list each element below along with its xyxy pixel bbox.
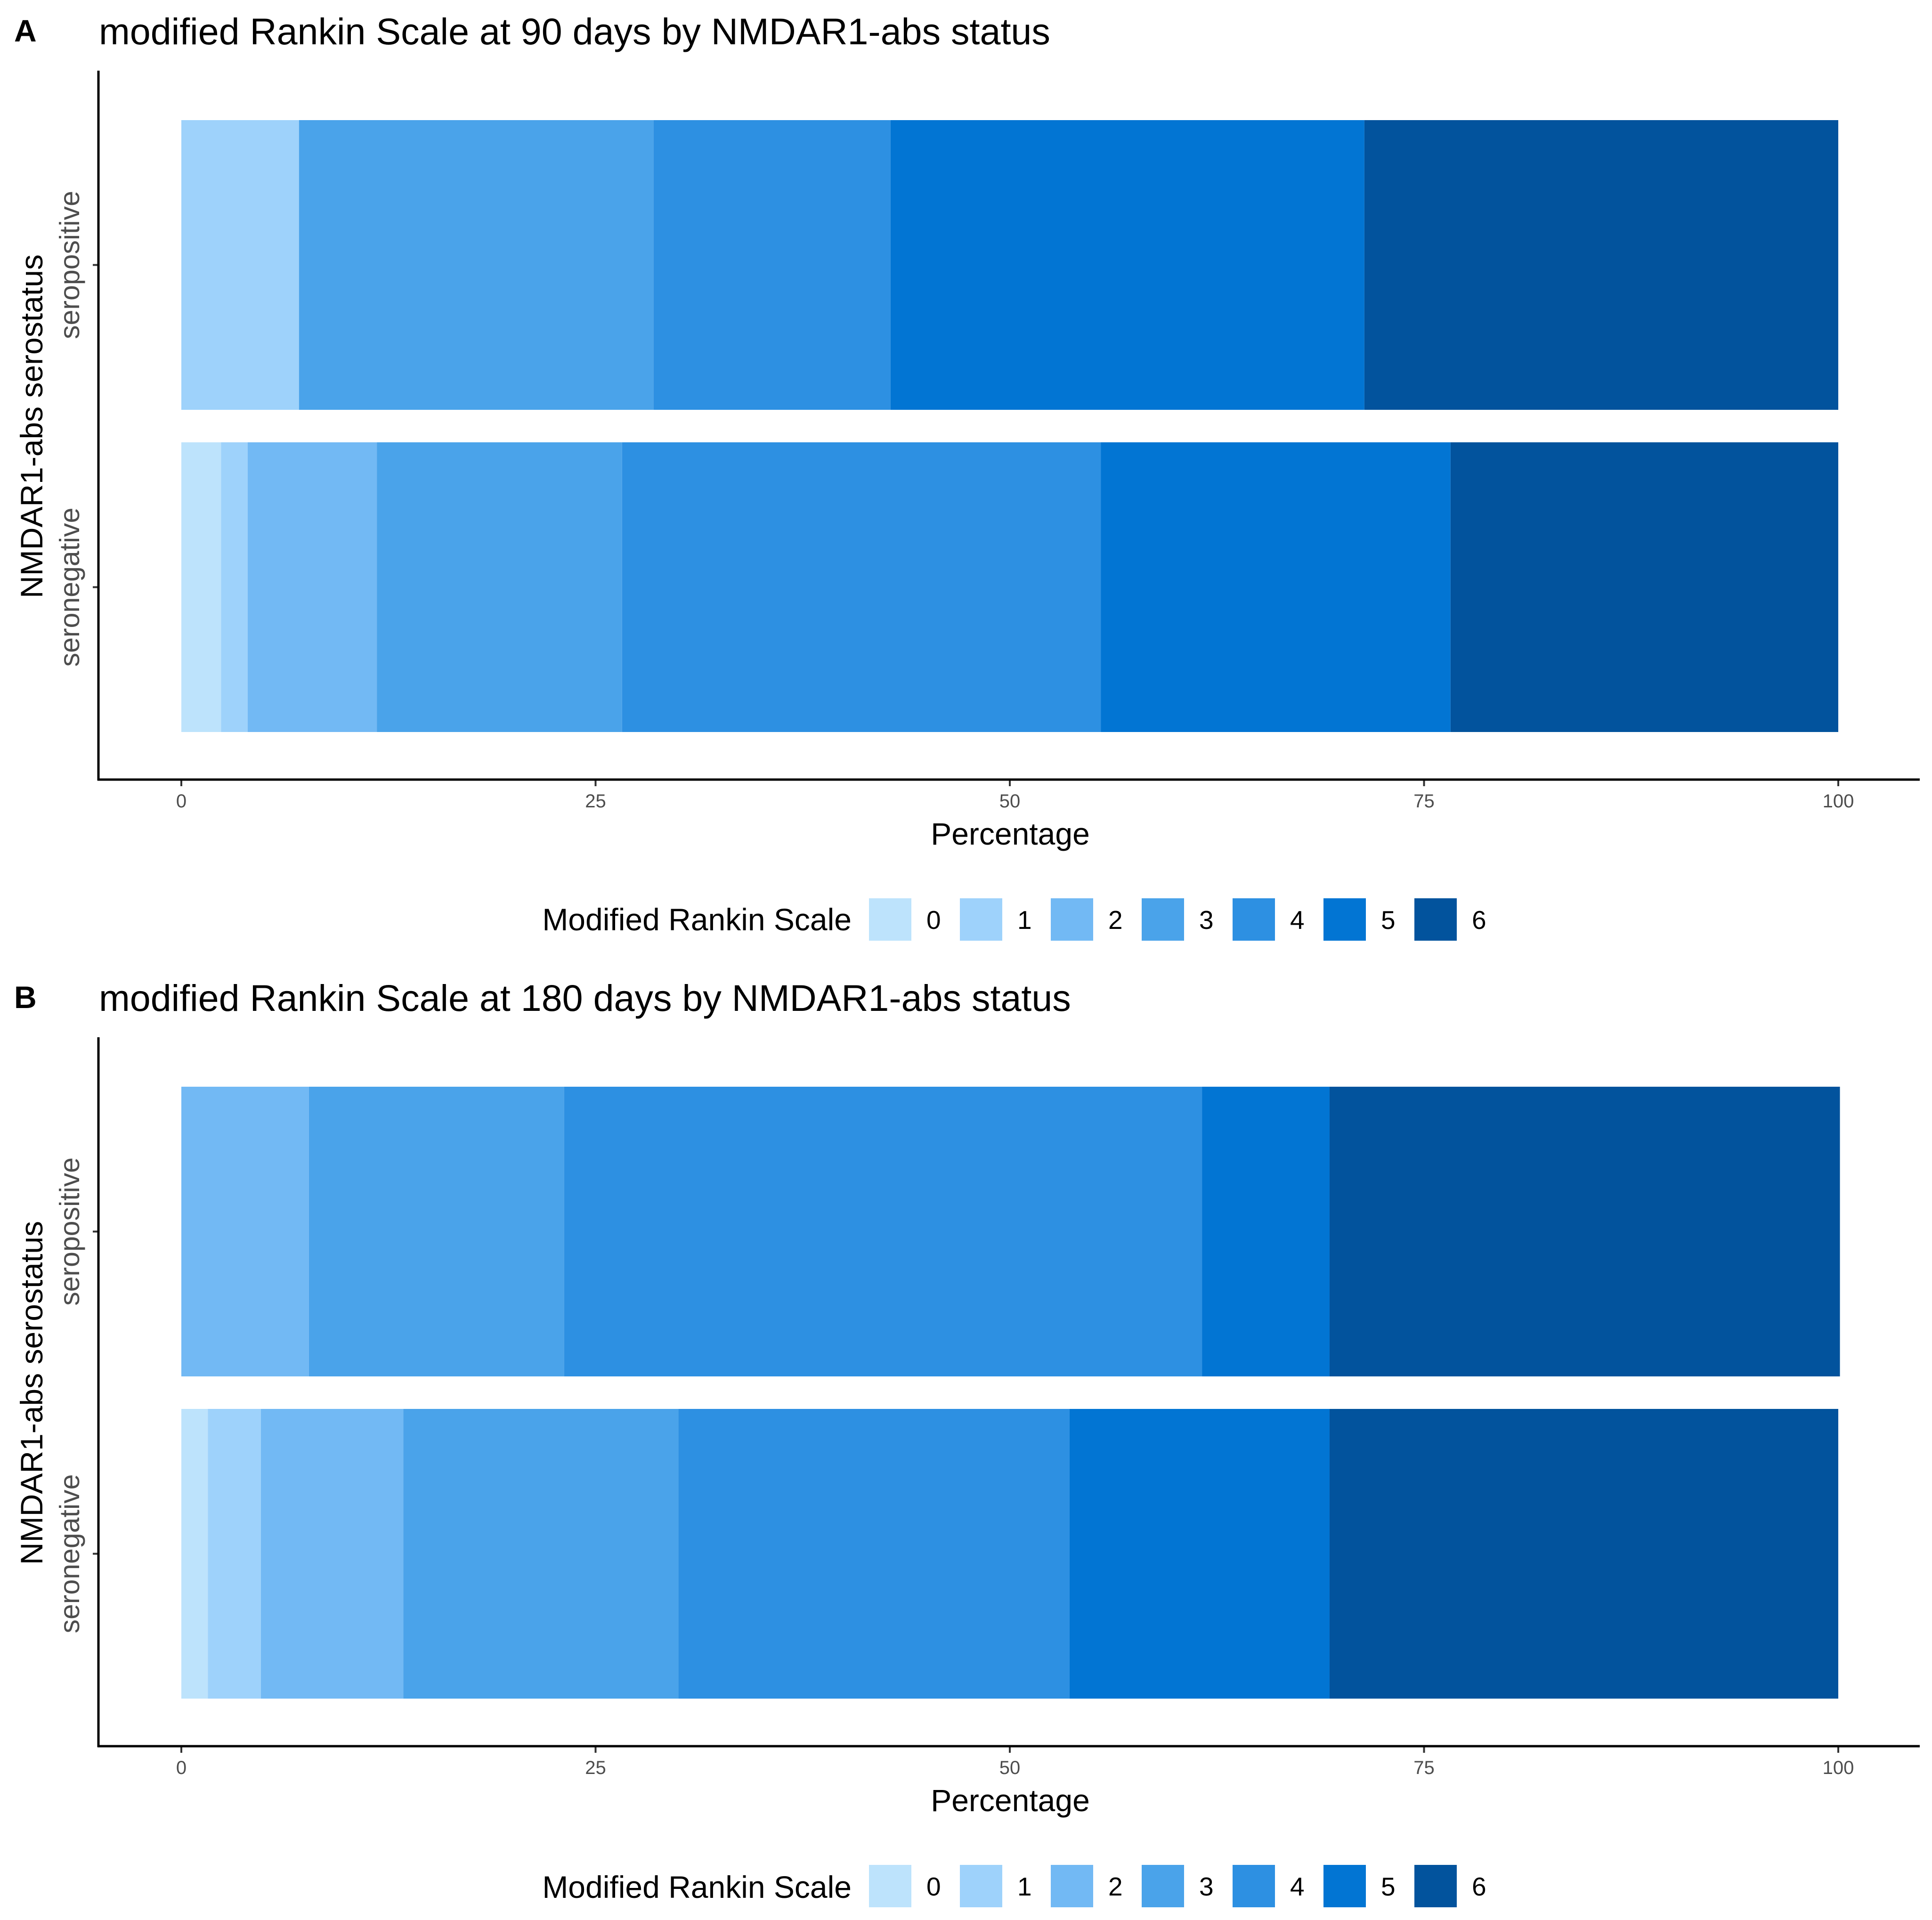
chart-title: modified Rankin Scale at 180 days by NMD… xyxy=(99,977,1071,1019)
legend-label-4: 4 xyxy=(1290,1872,1305,1901)
legend-key-5 xyxy=(1323,898,1366,941)
y-axis-title: NMDAR1-abs serostatus xyxy=(14,1221,49,1565)
bars xyxy=(181,1087,1840,1699)
legend-label-3: 3 xyxy=(1199,1872,1214,1901)
legend: Modified Rankin Scale 0 1 2 3 4 5 6 xyxy=(542,1865,1486,1907)
legend-key-0 xyxy=(869,1865,911,1907)
legend-key-2 xyxy=(1051,898,1093,941)
legend-key-6 xyxy=(1414,898,1457,941)
x-tick-label: 100 xyxy=(1823,791,1854,812)
legend-label-0: 0 xyxy=(926,1872,941,1901)
bar-segment-seropositive-mrs-3 xyxy=(308,1087,564,1376)
y-axis-title: NMDAR1-abs serostatus xyxy=(14,254,49,598)
legend: Modified Rankin Scale 0 1 2 3 4 5 6 xyxy=(542,898,1486,941)
category-labels: seropositive seronegative xyxy=(54,1157,98,1633)
x-tick-label: 50 xyxy=(999,1757,1021,1778)
legend-items: 0 1 2 3 4 5 6 xyxy=(869,1865,1486,1907)
legend-key-5 xyxy=(1323,1865,1366,1907)
legend-label-6: 6 xyxy=(1472,1872,1486,1901)
x-axis-title: Percentage xyxy=(931,1783,1090,1818)
legend-label-6: 6 xyxy=(1472,905,1486,935)
bar-segment-seropositive-mrs-6 xyxy=(1329,1087,1840,1376)
bar-segment-seronegative-mrs-5 xyxy=(1069,1409,1330,1699)
bar-segment-seropositive-mrs-3 xyxy=(299,120,654,410)
bar-segment-seronegative-mrs-4 xyxy=(678,1409,1070,1699)
legend-label-2: 2 xyxy=(1108,1872,1123,1901)
legend-label-3: 3 xyxy=(1199,905,1214,935)
category-label-seropositive: seropositive xyxy=(54,1157,85,1306)
bar-segment-seropositive-mrs-5 xyxy=(890,120,1364,410)
x-tick-label: 50 xyxy=(999,791,1021,812)
bar-segment-seropositive-mrs-6 xyxy=(1364,120,1838,410)
legend-key-1 xyxy=(960,898,1002,941)
bar-segment-seronegative-mrs-1 xyxy=(208,1409,261,1699)
legend-title: Modified Rankin Scale xyxy=(542,902,852,937)
bar-segment-seropositive-mrs-5 xyxy=(1202,1087,1330,1376)
bar-segment-seropositive-mrs-4 xyxy=(564,1087,1202,1376)
x-tick-label: 75 xyxy=(1413,1757,1435,1778)
legend-key-4 xyxy=(1233,898,1275,941)
bars xyxy=(181,120,1838,732)
category-label-seronegative: seronegative xyxy=(54,508,85,667)
legend-label-4: 4 xyxy=(1290,905,1305,935)
x-tick-label: 25 xyxy=(585,1757,606,1778)
legend-label-0: 0 xyxy=(926,905,941,935)
bar-segment-seronegative-mrs-2 xyxy=(247,442,377,732)
category-labels: seropositive seronegative xyxy=(54,191,98,667)
bar-segment-seronegative-mrs-4 xyxy=(622,442,1101,732)
legend-label-5: 5 xyxy=(1381,905,1396,935)
bar-segment-seronegative-mrs-3 xyxy=(403,1409,679,1699)
bar-segment-seronegative-mrs-3 xyxy=(377,442,622,732)
x-ticks: 0 25 50 75 100 xyxy=(176,781,1854,812)
legend-key-3 xyxy=(1142,898,1184,941)
bar-segment-seropositive-mrs-1 xyxy=(181,120,299,410)
bar-segment-seronegative-mrs-2 xyxy=(260,1409,404,1699)
legend-key-2 xyxy=(1051,1865,1093,1907)
bar-segment-seronegative-mrs-1 xyxy=(221,442,248,732)
bar-segment-seronegative-mrs-0 xyxy=(181,1409,208,1699)
legend-key-3 xyxy=(1142,1865,1184,1907)
bar-segment-seronegative-mrs-0 xyxy=(181,442,221,732)
bar-segment-seronegative-mrs-6 xyxy=(1329,1409,1838,1699)
bar-segment-seropositive-mrs-4 xyxy=(653,120,891,410)
legend-key-6 xyxy=(1414,1865,1457,1907)
legend-title: Modified Rankin Scale xyxy=(542,1870,852,1904)
x-tick-label: 25 xyxy=(585,791,606,812)
legend-label-1: 1 xyxy=(1017,1872,1032,1901)
panel-label: B xyxy=(14,980,37,1015)
x-axis-title: Percentage xyxy=(931,816,1090,851)
legend-label-2: 2 xyxy=(1108,905,1123,935)
chart-title: modified Rankin Scale at 90 days by NMDA… xyxy=(99,10,1050,52)
category-label-seropositive: seropositive xyxy=(54,191,85,339)
x-ticks: 0 25 50 75 100 xyxy=(176,1747,1854,1778)
category-label-seronegative: seronegative xyxy=(54,1474,85,1634)
legend-items: 0 1 2 3 4 5 6 xyxy=(869,898,1486,941)
x-tick-label: 0 xyxy=(176,791,187,812)
legend-key-0 xyxy=(869,898,911,941)
x-tick-label: 100 xyxy=(1823,1757,1854,1778)
legend-key-4 xyxy=(1233,1865,1275,1907)
panel-b: B modified Rankin Scale at 180 days by N… xyxy=(14,977,1920,1907)
bar-segment-seropositive-mrs-2 xyxy=(181,1087,309,1376)
panel-a: A modified Rankin Scale at 90 days by NM… xyxy=(14,10,1920,941)
legend-label-1: 1 xyxy=(1017,905,1032,935)
legend-key-1 xyxy=(960,1865,1002,1907)
bar-segment-seronegative-mrs-6 xyxy=(1450,442,1838,732)
x-tick-label: 0 xyxy=(176,1757,187,1778)
x-tick-label: 75 xyxy=(1413,791,1435,812)
panel-label: A xyxy=(14,13,37,48)
bar-segment-seronegative-mrs-5 xyxy=(1101,442,1451,732)
legend-label-5: 5 xyxy=(1381,1872,1396,1901)
